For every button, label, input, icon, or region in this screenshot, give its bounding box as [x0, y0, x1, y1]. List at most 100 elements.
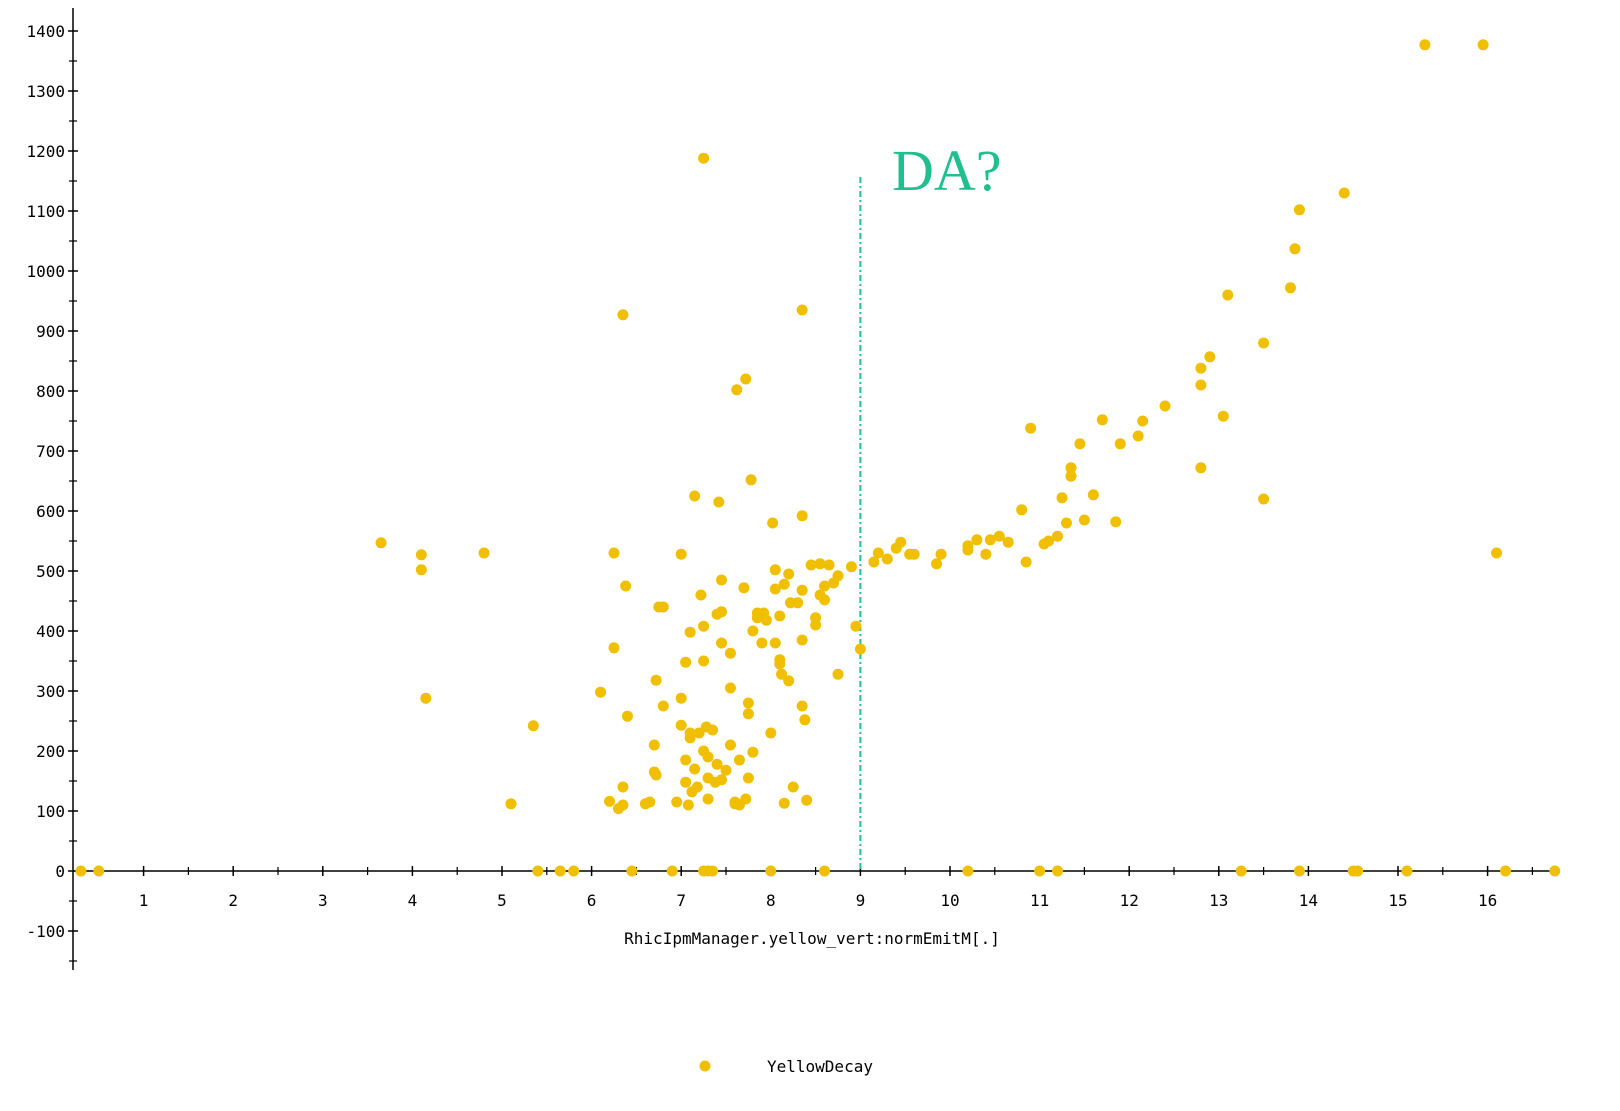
- data-point: [617, 781, 629, 793]
- data-point: [796, 700, 808, 712]
- data-point: [1052, 865, 1064, 877]
- data-point: [698, 620, 710, 632]
- data-point: [1020, 556, 1032, 568]
- data-point: [740, 793, 752, 805]
- data-point: [415, 564, 427, 576]
- data-point: [1137, 415, 1149, 427]
- data-point: [644, 796, 656, 808]
- data-point: [1043, 535, 1055, 547]
- data-point: [666, 865, 678, 877]
- data-point: [698, 655, 710, 667]
- data-point: [75, 865, 87, 877]
- data-point: [1500, 865, 1512, 877]
- data-point: [532, 865, 544, 877]
- x-tick-label: 5: [497, 891, 507, 910]
- data-point: [980, 548, 992, 560]
- data-point: [1293, 865, 1305, 877]
- data-point: [895, 536, 907, 548]
- data-point: [962, 865, 974, 877]
- data-point: [1025, 422, 1037, 434]
- data-point: [1419, 39, 1431, 51]
- legend-label: YellowDecay: [767, 1057, 873, 1076]
- y-tick-label: 1400: [26, 22, 65, 41]
- data-point: [778, 578, 790, 590]
- y-tick-label: 100: [36, 802, 65, 821]
- data-point: [1195, 362, 1207, 374]
- data-point: [1074, 438, 1086, 450]
- x-tick-label: 16: [1478, 891, 1497, 910]
- x-tick-label: 1: [139, 891, 149, 910]
- data-point: [608, 642, 620, 654]
- data-point: [689, 490, 701, 502]
- data-point: [554, 865, 566, 877]
- data-point: [801, 794, 813, 806]
- data-point: [1159, 400, 1171, 412]
- data-point: [650, 674, 662, 686]
- data-point: [1352, 865, 1364, 877]
- data-point: [702, 751, 714, 763]
- data-point: [1016, 504, 1028, 516]
- data-point: [810, 619, 822, 631]
- data-point: [1002, 536, 1014, 548]
- data-point: [713, 496, 725, 508]
- data-point: [420, 692, 432, 704]
- data-point: [608, 547, 620, 559]
- data-point: [783, 675, 795, 687]
- data-point: [682, 799, 694, 811]
- data-point: [671, 796, 683, 808]
- x-tick-label: 4: [408, 891, 418, 910]
- data-point: [1284, 282, 1296, 294]
- data-point: [765, 865, 777, 877]
- data-point: [1110, 516, 1122, 528]
- x-tick-label: 12: [1120, 891, 1139, 910]
- y-tick-label: 300: [36, 682, 65, 701]
- data-point: [707, 724, 719, 736]
- y-tick-label: 400: [36, 622, 65, 641]
- data-point: [505, 798, 517, 810]
- data-point: [971, 534, 983, 546]
- data-point: [648, 739, 660, 751]
- data-point: [1549, 865, 1561, 877]
- x-tick-label: 10: [940, 891, 959, 910]
- y-tick-label: 200: [36, 742, 65, 761]
- y-tick-label: 1200: [26, 142, 65, 161]
- data-point: [931, 558, 943, 570]
- data-point: [962, 544, 974, 556]
- data-points: [75, 39, 1561, 877]
- data-point: [823, 559, 835, 571]
- data-point: [1056, 492, 1068, 504]
- data-point: [716, 637, 728, 649]
- data-point: [872, 547, 884, 559]
- data-point: [769, 583, 781, 595]
- data-point: [675, 719, 687, 731]
- data-point: [1065, 470, 1077, 482]
- data-point: [747, 625, 759, 637]
- data-point: [1195, 462, 1207, 474]
- x-tick-label: 7: [676, 891, 686, 910]
- y-tick-label: 1300: [26, 82, 65, 101]
- data-point: [698, 152, 710, 164]
- x-tick-label: 3: [318, 891, 328, 910]
- data-point: [984, 534, 996, 546]
- data-point: [707, 865, 719, 877]
- data-point: [881, 553, 893, 565]
- y-tick-label: 600: [36, 502, 65, 521]
- y-tick-label: 500: [36, 562, 65, 581]
- data-point: [1034, 865, 1046, 877]
- data-point: [720, 764, 732, 776]
- data-point: [375, 537, 387, 549]
- y-tick-label: 1000: [26, 262, 65, 281]
- data-point: [1338, 187, 1350, 199]
- data-point: [604, 795, 616, 807]
- data-point: [675, 548, 687, 560]
- y-tick-label: -100: [26, 922, 65, 941]
- data-point: [691, 781, 703, 793]
- data-point: [742, 772, 754, 784]
- data-point: [527, 720, 539, 732]
- data-point: [740, 373, 752, 385]
- data-point: [1491, 547, 1503, 559]
- data-point: [1060, 517, 1072, 529]
- data-point: [745, 474, 757, 486]
- data-point: [1132, 430, 1144, 442]
